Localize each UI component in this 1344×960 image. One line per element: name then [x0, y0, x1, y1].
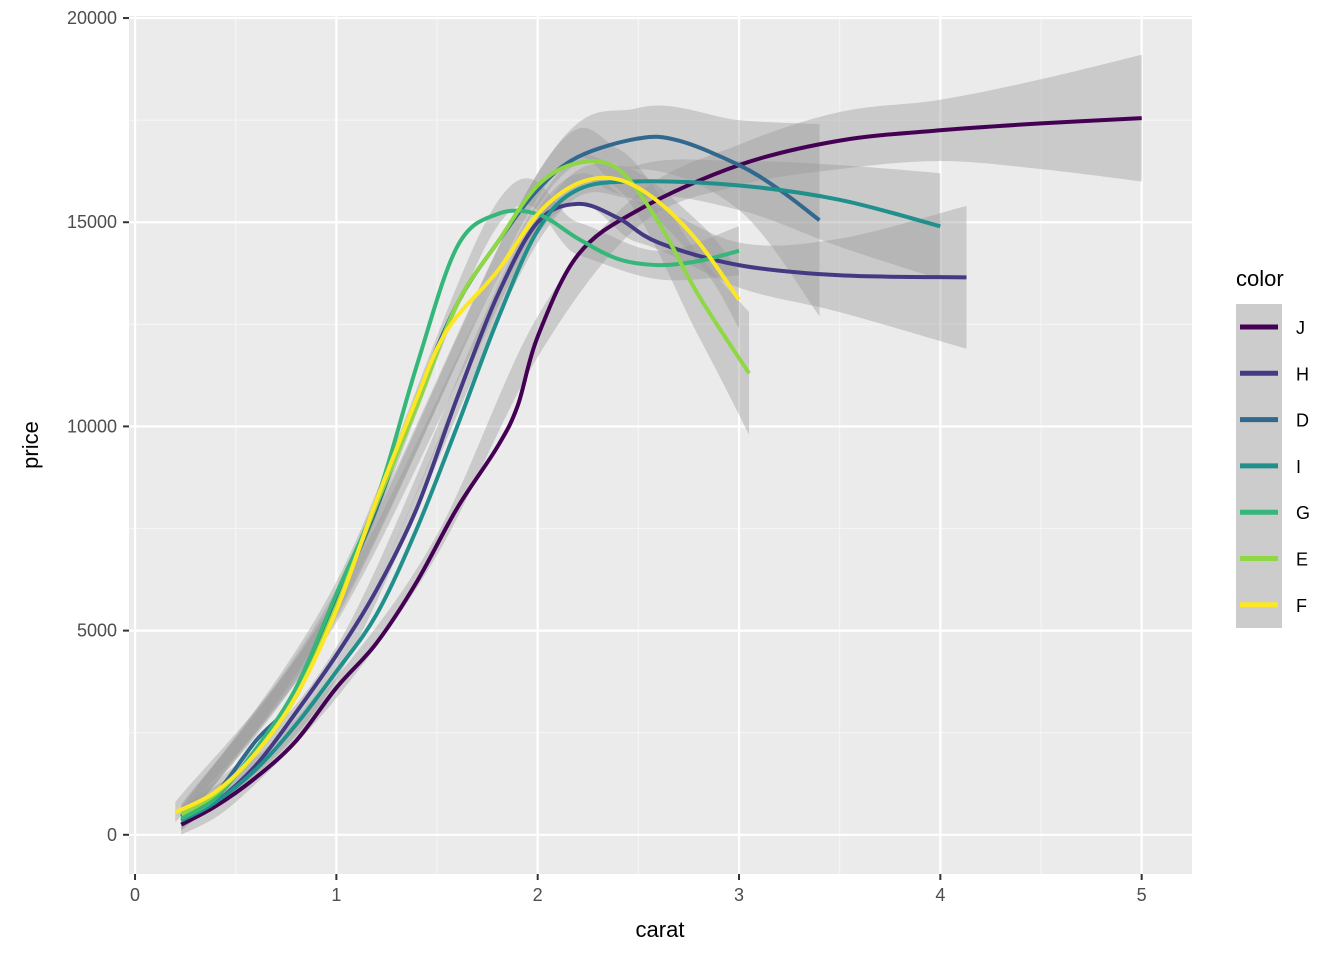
confidence-band-D — [181, 105, 820, 827]
y-tick-label: 20000 — [67, 8, 117, 28]
legend-label-E: E — [1296, 550, 1308, 570]
series-line-I — [180, 179, 941, 823]
y-axis-title: price — [18, 421, 43, 469]
legend-label-I: I — [1296, 457, 1301, 477]
x-tick-label: 1 — [331, 885, 341, 905]
confidence-band-E — [181, 127, 750, 825]
confidence-band-H — [181, 173, 967, 831]
grid-minor — [129, 16, 1192, 874]
x-tick-label: 4 — [935, 885, 945, 905]
y-axis: 0 5000 10000 15000 20000 — [67, 8, 129, 845]
series-line-H — [180, 201, 967, 823]
grid-major — [129, 16, 1192, 874]
x-tick-label: 2 — [533, 885, 543, 905]
y-tick-label: 10000 — [67, 416, 117, 436]
legend-label-H: H — [1296, 364, 1309, 384]
legend-label-D: D — [1296, 411, 1309, 431]
x-tick-label: 0 — [130, 885, 140, 905]
series-line-G — [180, 208, 740, 821]
x-tick-label: 5 — [1137, 885, 1147, 905]
series-line-J — [180, 116, 1142, 827]
legend-items: J H D I G E F — [1240, 318, 1310, 616]
legend-title: color — [1236, 266, 1284, 291]
legend-label-J: J — [1296, 318, 1305, 338]
x-tick-label: 3 — [734, 885, 744, 905]
y-tick-label: 5000 — [77, 621, 117, 641]
legend-label-G: G — [1296, 503, 1310, 523]
x-axis-title: carat — [636, 917, 685, 942]
x-axis: 0 1 2 3 4 5 — [130, 874, 1147, 905]
y-tick-label: 0 — [107, 825, 117, 845]
legend: color J H D I G E F — [1236, 266, 1310, 628]
legend-label-F: F — [1296, 596, 1307, 616]
y-tick-label: 15000 — [67, 212, 117, 232]
series-line-F — [174, 175, 741, 815]
smooth-lines — [174, 116, 1142, 827]
